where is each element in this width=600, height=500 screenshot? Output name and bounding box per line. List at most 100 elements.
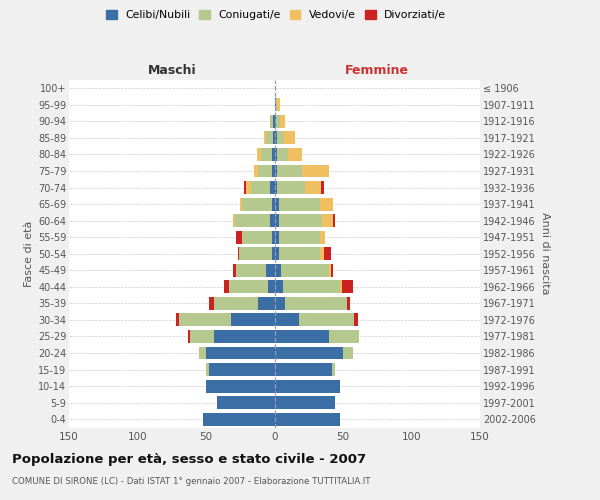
Bar	[206, 363, 209, 376]
Bar	[275, 98, 276, 112]
Bar	[299, 314, 354, 326]
Bar	[268, 280, 275, 293]
Bar	[280, 115, 286, 128]
Y-axis label: Fasce di età: Fasce di età	[23, 220, 34, 287]
Bar	[320, 248, 324, 260]
Bar	[261, 148, 272, 161]
Bar	[275, 115, 276, 128]
Bar	[246, 181, 251, 194]
Bar	[275, 413, 340, 426]
Bar	[238, 248, 239, 260]
Bar	[332, 363, 335, 376]
Bar	[321, 181, 324, 194]
Bar	[258, 297, 275, 310]
Bar	[341, 280, 353, 293]
Bar	[275, 198, 278, 210]
Bar	[214, 297, 258, 310]
Bar	[188, 330, 190, 343]
Bar	[229, 280, 268, 293]
Bar	[278, 214, 322, 227]
Bar	[286, 297, 347, 310]
Bar	[257, 148, 261, 161]
Bar	[275, 181, 277, 194]
Bar	[275, 363, 332, 376]
Bar	[266, 264, 275, 277]
Bar	[190, 330, 214, 343]
Bar	[277, 181, 305, 194]
Bar	[275, 214, 278, 227]
Bar	[233, 214, 235, 227]
Bar	[272, 230, 275, 243]
Bar	[278, 230, 320, 243]
Bar	[275, 297, 286, 310]
Bar	[284, 132, 295, 144]
Text: Maschi: Maschi	[148, 64, 196, 76]
Bar	[277, 164, 302, 177]
Bar	[176, 314, 179, 326]
Bar	[277, 148, 288, 161]
Bar	[179, 314, 230, 326]
Bar	[271, 214, 275, 227]
Bar	[275, 314, 299, 326]
Bar	[278, 198, 320, 210]
Bar	[273, 115, 275, 128]
Bar	[258, 164, 272, 177]
Bar	[320, 198, 334, 210]
Bar	[233, 264, 236, 277]
Bar	[322, 214, 334, 227]
Bar	[275, 248, 278, 260]
Bar	[340, 280, 341, 293]
Bar	[275, 148, 277, 161]
Bar	[271, 115, 273, 128]
Bar	[331, 264, 334, 277]
Bar	[240, 198, 242, 210]
Bar	[275, 330, 329, 343]
Bar	[217, 396, 275, 409]
Bar	[263, 132, 266, 144]
Bar	[242, 230, 272, 243]
Legend: Celibi/Nubili, Coniugati/e, Vedovi/e, Divorziati/e: Celibi/Nubili, Coniugati/e, Vedovi/e, Di…	[101, 6, 451, 25]
Bar	[271, 181, 275, 194]
Text: Femmine: Femmine	[345, 64, 409, 76]
Bar	[320, 230, 325, 243]
Bar	[324, 248, 331, 260]
Bar	[354, 314, 358, 326]
Text: Popolazione per età, sesso e stato civile - 2007: Popolazione per età, sesso e stato civil…	[12, 452, 366, 466]
Bar	[199, 346, 206, 360]
Bar	[272, 164, 275, 177]
Bar	[275, 346, 343, 360]
Bar	[209, 363, 275, 376]
Bar	[230, 314, 275, 326]
Bar	[275, 264, 281, 277]
Bar	[275, 132, 277, 144]
Bar	[288, 148, 302, 161]
Bar	[277, 98, 280, 112]
Bar	[329, 264, 331, 277]
Bar	[305, 181, 321, 194]
Bar	[281, 264, 329, 277]
Bar	[275, 230, 278, 243]
Bar	[278, 248, 320, 260]
Text: COMUNE DI SIRONE (LC) - Dati ISTAT 1° gennaio 2007 - Elaborazione TUTTITALIA.IT: COMUNE DI SIRONE (LC) - Dati ISTAT 1° ge…	[12, 478, 371, 486]
Bar	[347, 297, 350, 310]
Bar	[266, 132, 273, 144]
Bar	[275, 396, 335, 409]
Bar	[334, 214, 335, 227]
Bar	[206, 346, 275, 360]
Bar	[209, 297, 214, 310]
Bar	[244, 181, 246, 194]
Bar	[275, 164, 277, 177]
Bar	[203, 413, 275, 426]
Bar	[275, 280, 283, 293]
Bar	[302, 164, 329, 177]
Bar	[276, 98, 277, 112]
Bar	[251, 181, 271, 194]
Bar	[272, 148, 275, 161]
Bar	[283, 280, 340, 293]
Bar	[206, 380, 275, 392]
Bar	[235, 214, 271, 227]
Bar	[276, 115, 280, 128]
Bar	[224, 280, 229, 293]
Bar	[272, 198, 275, 210]
Bar	[272, 248, 275, 260]
